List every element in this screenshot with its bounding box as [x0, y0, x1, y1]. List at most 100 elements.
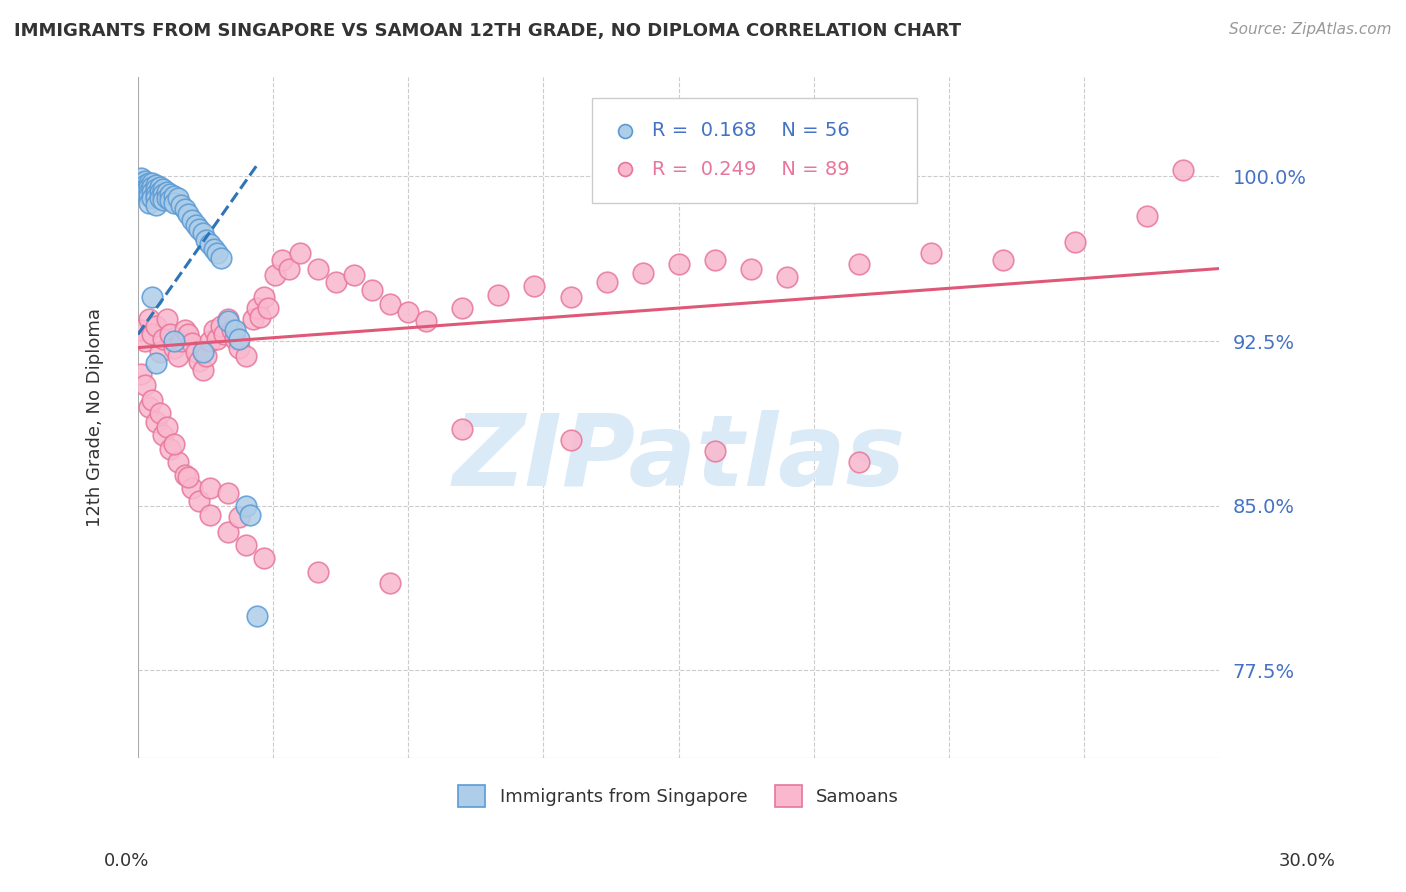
- Point: [991, 252, 1014, 267]
- Point: [166, 191, 188, 205]
- FancyBboxPatch shape: [592, 98, 917, 203]
- Point: [242, 312, 264, 326]
- Point: [131, 171, 153, 186]
- Point: [152, 194, 174, 208]
- Point: [134, 178, 156, 192]
- Point: [1064, 235, 1087, 249]
- Point: [920, 246, 942, 260]
- Point: [325, 275, 347, 289]
- Point: [138, 189, 160, 203]
- Point: [181, 336, 204, 351]
- Point: [159, 442, 181, 456]
- Point: [173, 323, 195, 337]
- Point: [166, 455, 188, 469]
- Point: [217, 485, 239, 500]
- Point: [224, 332, 246, 346]
- Point: [235, 538, 257, 552]
- Point: [202, 323, 225, 337]
- Point: [138, 312, 160, 326]
- Point: [141, 180, 163, 194]
- Point: [195, 233, 218, 247]
- Point: [214, 327, 236, 342]
- Point: [163, 189, 186, 203]
- Point: [163, 341, 186, 355]
- Point: [209, 251, 232, 265]
- Point: [138, 195, 160, 210]
- Point: [380, 575, 402, 590]
- Point: [156, 419, 179, 434]
- Point: [156, 185, 179, 199]
- Point: [271, 252, 294, 267]
- Point: [198, 334, 221, 348]
- Point: [159, 194, 181, 208]
- Point: [145, 186, 167, 201]
- Text: R =  0.249    N = 89: R = 0.249 N = 89: [651, 160, 849, 179]
- Point: [177, 327, 200, 342]
- Point: [163, 195, 186, 210]
- Point: [188, 494, 211, 508]
- Point: [278, 261, 301, 276]
- Point: [217, 314, 239, 328]
- Point: [253, 551, 276, 566]
- Point: [776, 270, 799, 285]
- Point: [141, 393, 163, 408]
- Point: [668, 257, 690, 271]
- Point: [181, 481, 204, 495]
- Point: [205, 332, 228, 346]
- Point: [152, 186, 174, 201]
- Point: [156, 312, 179, 326]
- Point: [560, 290, 582, 304]
- Point: [170, 334, 193, 348]
- Point: [235, 350, 257, 364]
- Point: [145, 182, 167, 196]
- Point: [288, 246, 311, 260]
- Point: [152, 182, 174, 196]
- Point: [131, 176, 153, 190]
- Point: [264, 268, 287, 282]
- Point: [131, 367, 153, 381]
- Point: [343, 268, 366, 282]
- Point: [451, 422, 474, 436]
- Point: [256, 301, 278, 315]
- Text: 12th Grade, No Diploma: 12th Grade, No Diploma: [86, 309, 104, 527]
- Point: [848, 257, 870, 271]
- Text: R =  0.168    N = 56: R = 0.168 N = 56: [651, 121, 849, 140]
- Point: [1136, 209, 1159, 223]
- Text: 30.0%: 30.0%: [1279, 852, 1336, 870]
- Point: [202, 242, 225, 256]
- Point: [235, 499, 257, 513]
- Point: [145, 356, 167, 370]
- Point: [141, 290, 163, 304]
- Point: [148, 345, 170, 359]
- Point: [415, 314, 437, 328]
- Point: [198, 237, 221, 252]
- Point: [307, 261, 329, 276]
- Point: [228, 341, 250, 355]
- Point: [134, 378, 156, 392]
- Point: [145, 191, 167, 205]
- Point: [451, 301, 474, 315]
- Point: [138, 400, 160, 414]
- Point: [148, 191, 170, 205]
- Text: 0.0%: 0.0%: [104, 852, 149, 870]
- Point: [239, 508, 262, 522]
- Point: [156, 191, 179, 205]
- Point: [249, 310, 271, 324]
- Point: [152, 332, 174, 346]
- Point: [221, 323, 243, 337]
- Point: [246, 608, 269, 623]
- Point: [209, 318, 232, 333]
- Point: [228, 509, 250, 524]
- Point: [703, 252, 725, 267]
- Point: [173, 468, 195, 483]
- Point: [595, 275, 617, 289]
- Point: [141, 185, 163, 199]
- Point: [134, 182, 156, 196]
- Point: [134, 334, 156, 348]
- Point: [181, 213, 204, 227]
- Text: IMMIGRANTS FROM SINGAPORE VS SAMOAN 12TH GRADE, NO DIPLOMA CORRELATION CHART: IMMIGRANTS FROM SINGAPORE VS SAMOAN 12TH…: [14, 22, 962, 40]
- Point: [145, 198, 167, 212]
- Point: [188, 353, 211, 368]
- Point: [740, 261, 762, 276]
- Point: [145, 415, 167, 429]
